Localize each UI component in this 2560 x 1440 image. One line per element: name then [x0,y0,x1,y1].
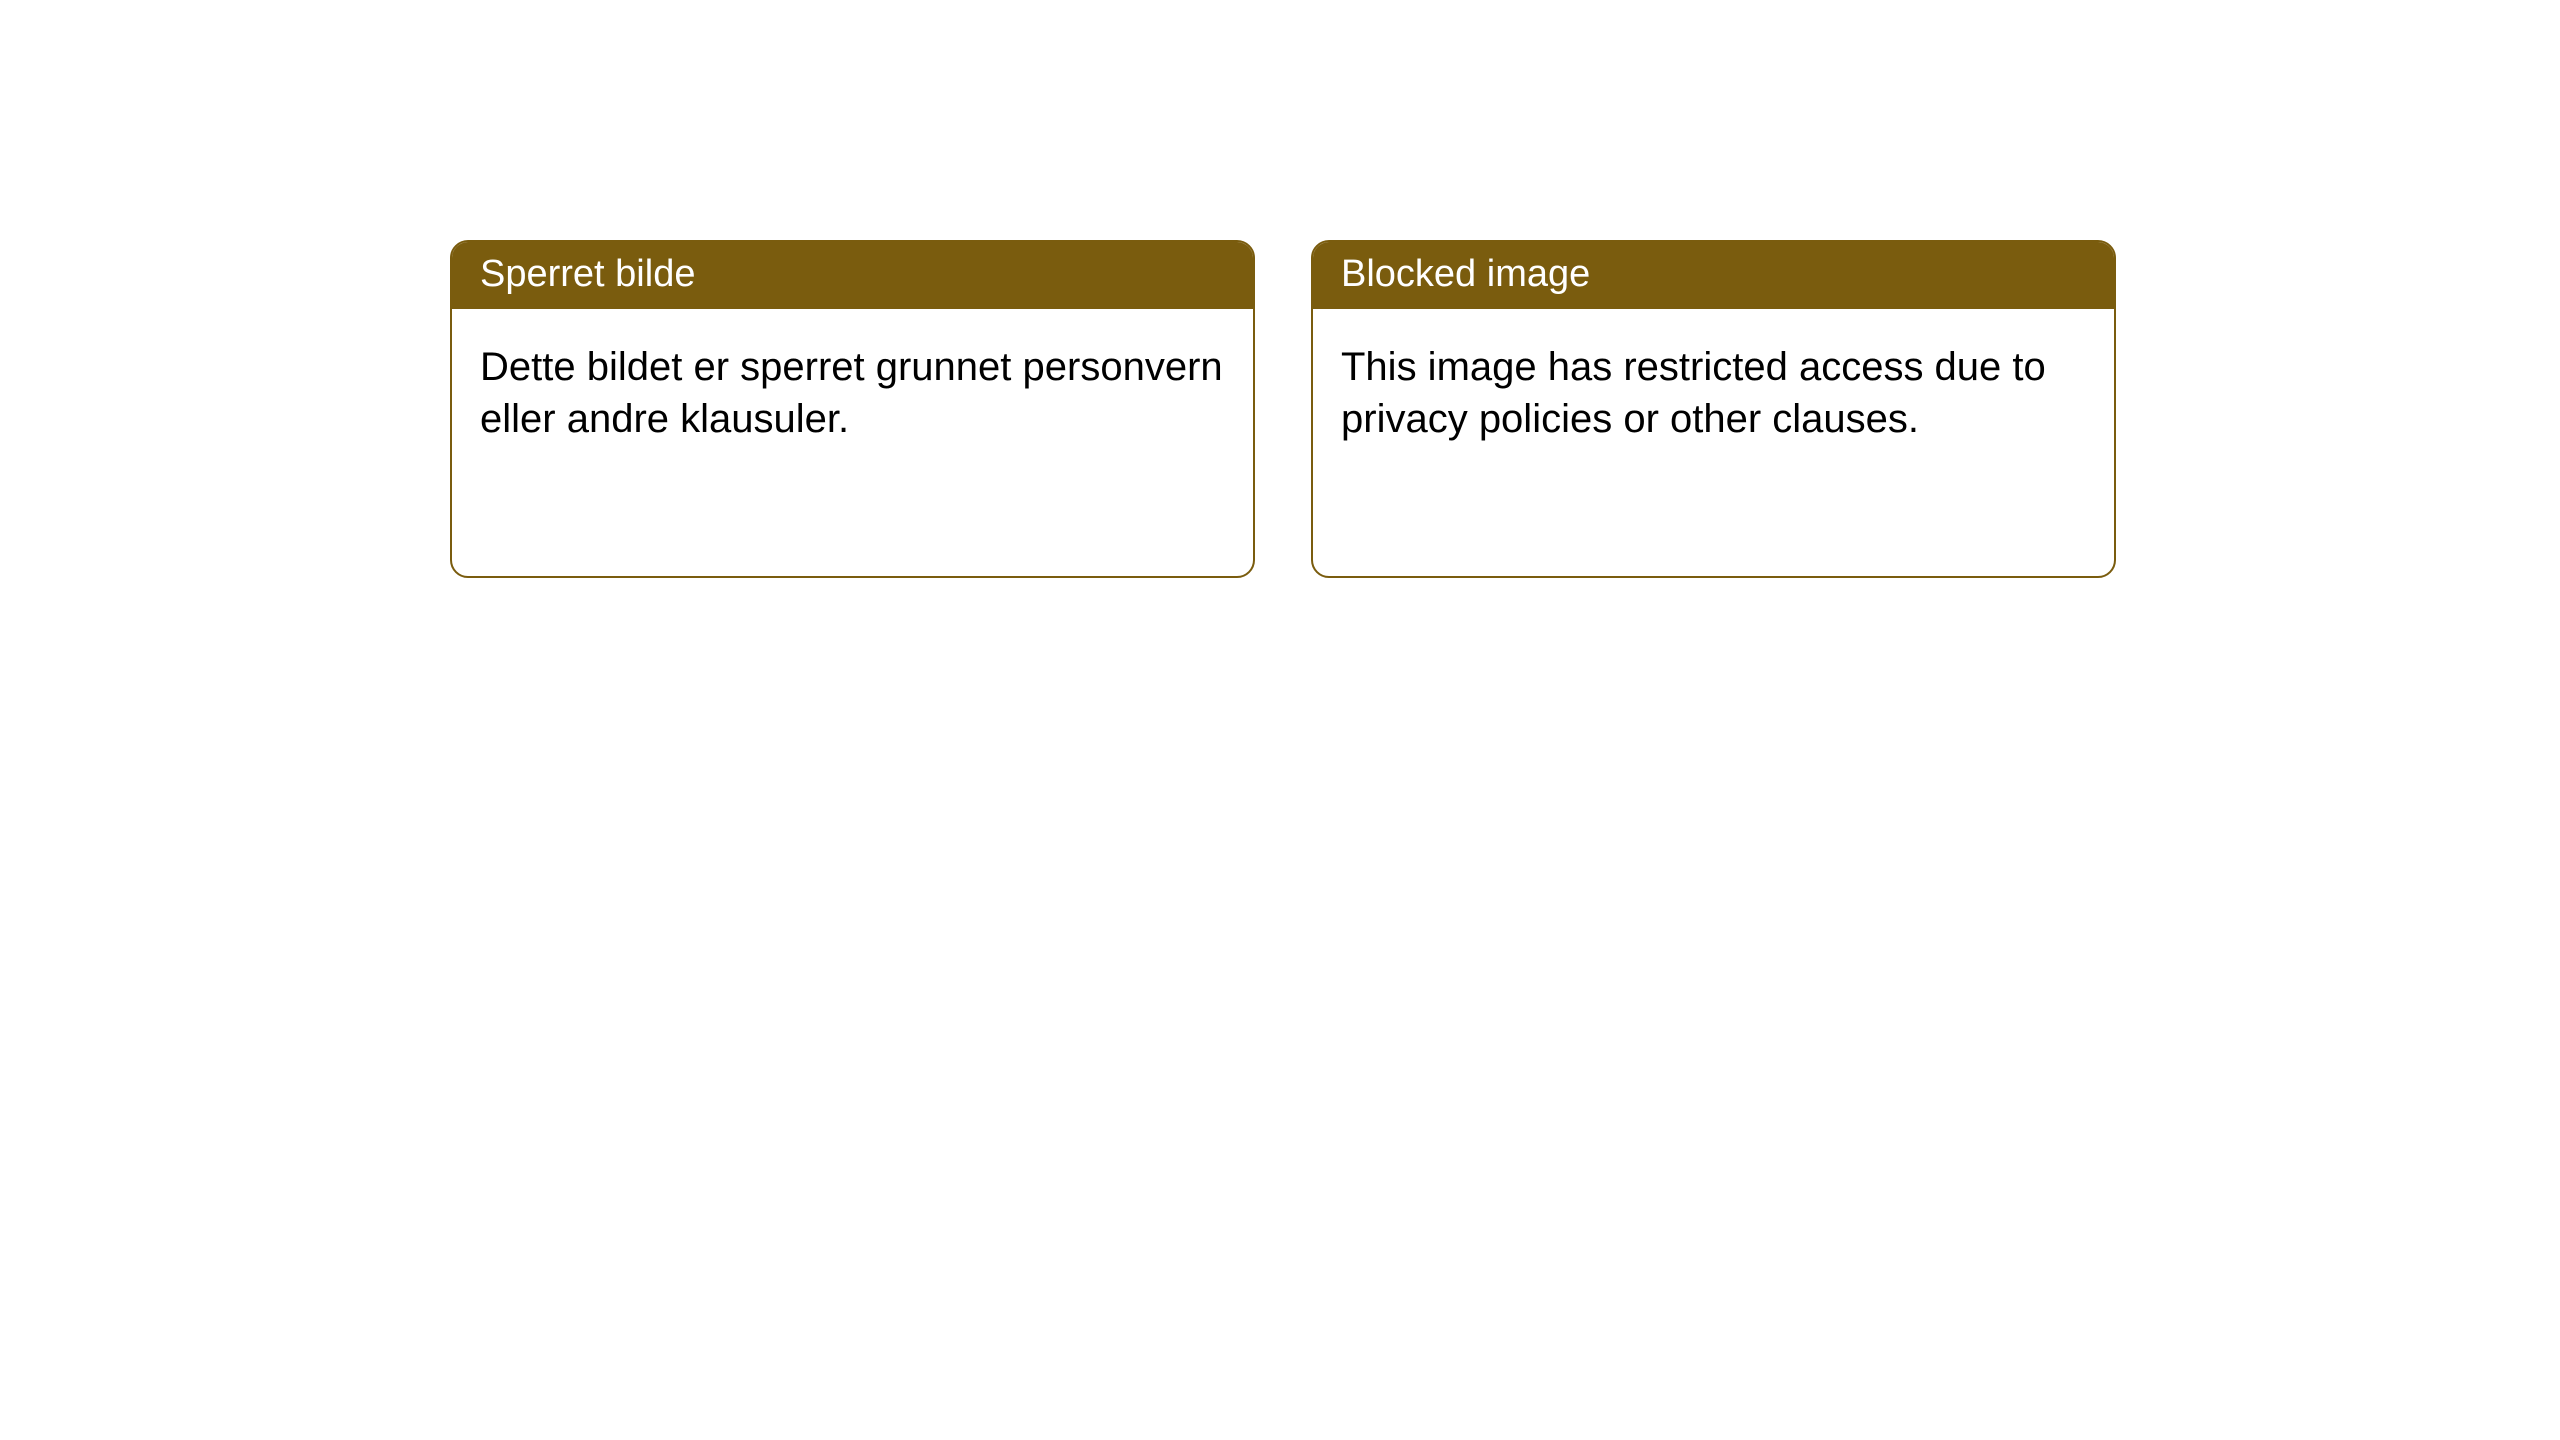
notice-box-norwegian: Sperret bilde Dette bildet er sperret gr… [450,240,1255,578]
notice-box-english: Blocked image This image has restricted … [1311,240,2116,578]
notice-title: Blocked image [1313,242,2114,309]
notice-container: Sperret bilde Dette bildet er sperret gr… [0,0,2560,578]
notice-title: Sperret bilde [452,242,1253,309]
notice-body-text: Dette bildet er sperret grunnet personve… [452,309,1253,477]
notice-body-text: This image has restricted access due to … [1313,309,2114,477]
